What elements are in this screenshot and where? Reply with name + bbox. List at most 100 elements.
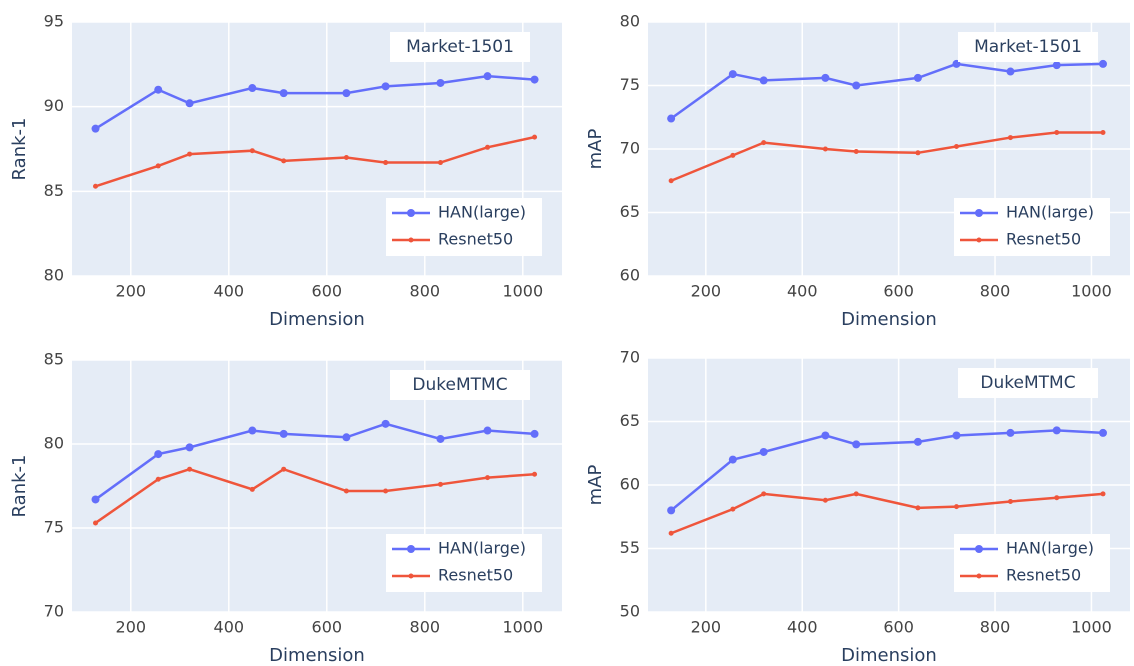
marker [1006, 67, 1015, 76]
series-line [94, 467, 535, 524]
y-tick-label: 70 [620, 348, 640, 367]
x-axis-title: Dimension [841, 645, 937, 666]
x-tick-label: 1000 [1071, 282, 1112, 301]
marker [730, 152, 736, 158]
x-tick-label: 800 [410, 282, 441, 301]
marker [279, 429, 288, 438]
legend-marker [976, 573, 982, 579]
marker [822, 497, 828, 503]
y-tick-label: 75 [44, 518, 64, 537]
marker [1007, 499, 1013, 505]
annotation: Market-1501 [958, 32, 1098, 62]
marker [342, 89, 351, 98]
legend-label: Resnet50 [1006, 566, 1081, 585]
y-tick-label: 85 [44, 350, 64, 369]
annotation: DukeMTMC [390, 370, 530, 400]
marker [279, 89, 288, 98]
y-tick-label: 70 [44, 602, 64, 621]
marker [1099, 59, 1108, 68]
y-tick-label: 65 [620, 202, 640, 221]
marker [730, 506, 736, 512]
marker [185, 443, 194, 452]
legend-box [386, 198, 542, 256]
marker [915, 150, 921, 156]
series-line [670, 429, 1104, 512]
marker [485, 144, 491, 150]
legend: HAN(large) Resnet50 [954, 198, 1110, 256]
marker [852, 81, 861, 90]
legend-label: HAN(large) [1006, 203, 1094, 222]
marker [915, 505, 921, 511]
marker [853, 149, 859, 155]
legend-label: Resnet50 [438, 230, 513, 249]
panel: 200 400 600 800 1000 60 65 70 75 80 Dimension mAP Ma… [585, 12, 1130, 330]
marker [1054, 495, 1060, 501]
legend-marker [975, 209, 983, 217]
marker [953, 504, 959, 510]
marker [821, 73, 830, 82]
series-line [670, 62, 1104, 120]
marker [952, 431, 961, 440]
x-tick-label: 600 [312, 618, 343, 637]
y-tick-label: 65 [620, 411, 640, 430]
marker [1100, 491, 1106, 497]
series-line [670, 492, 1104, 535]
x-tick-label: 800 [980, 618, 1011, 637]
x-tick-label: 400 [214, 282, 245, 301]
marker [913, 437, 922, 446]
legend-box [386, 534, 542, 592]
annotation-text: Market-1501 [974, 37, 1082, 57]
legend-marker [408, 237, 414, 243]
legend-box [954, 534, 1110, 592]
marker [853, 491, 859, 497]
legend-label: Resnet50 [438, 566, 513, 585]
panel: 200 400 600 800 1000 70 75 80 85 Dimension Rank-1 D… [9, 350, 562, 666]
panel: 200 400 600 800 1000 80 85 90 95 Dimension Rank-1 M… [9, 12, 562, 330]
y-tick-label: 60 [620, 266, 640, 285]
marker [532, 134, 538, 140]
y-axis-title: mAP [585, 465, 606, 506]
x-tick-label: 400 [214, 618, 245, 637]
marker [728, 455, 737, 464]
annotation: DukeMTMC [958, 368, 1098, 398]
series-line [95, 135, 535, 188]
x-axis-title: Dimension [269, 309, 365, 330]
annotation-box [390, 370, 530, 400]
marker [1052, 426, 1061, 435]
x-axis-title: Dimension [841, 309, 937, 330]
marker [668, 530, 674, 536]
panel: 200 400 600 800 1000 50 55 60 65 70 Dimension mAP Du… [585, 348, 1130, 666]
marker [953, 143, 959, 149]
y-axis-title: mAP [585, 129, 606, 170]
marker [91, 124, 100, 133]
marker [187, 466, 193, 472]
annotation: Market-1501 [390, 32, 530, 62]
marker [821, 431, 830, 440]
marker [383, 160, 389, 166]
marker [381, 82, 390, 91]
legend: HAN(large) Resnet50 [954, 534, 1110, 592]
marker [436, 434, 445, 443]
marker [1006, 428, 1015, 437]
y-tick-label: 60 [620, 475, 640, 494]
marker [1054, 129, 1060, 135]
marker [91, 495, 100, 504]
x-tick-label: 1000 [1071, 618, 1112, 637]
legend-marker [407, 209, 415, 217]
marker [530, 75, 539, 84]
y-tick-label: 75 [620, 75, 640, 94]
marker [437, 481, 443, 487]
legend-label: HAN(large) [438, 539, 526, 558]
marker [93, 183, 99, 189]
y-tick-label: 70 [620, 139, 640, 158]
marker [436, 78, 445, 87]
marker [822, 146, 828, 152]
legend-box [954, 198, 1110, 256]
marker [155, 476, 161, 482]
x-tick-label: 400 [787, 282, 818, 301]
x-tick-label: 600 [312, 282, 343, 301]
marker [281, 158, 287, 164]
marker [248, 426, 257, 435]
legend-label: Resnet50 [1006, 230, 1081, 249]
marker [485, 475, 491, 481]
